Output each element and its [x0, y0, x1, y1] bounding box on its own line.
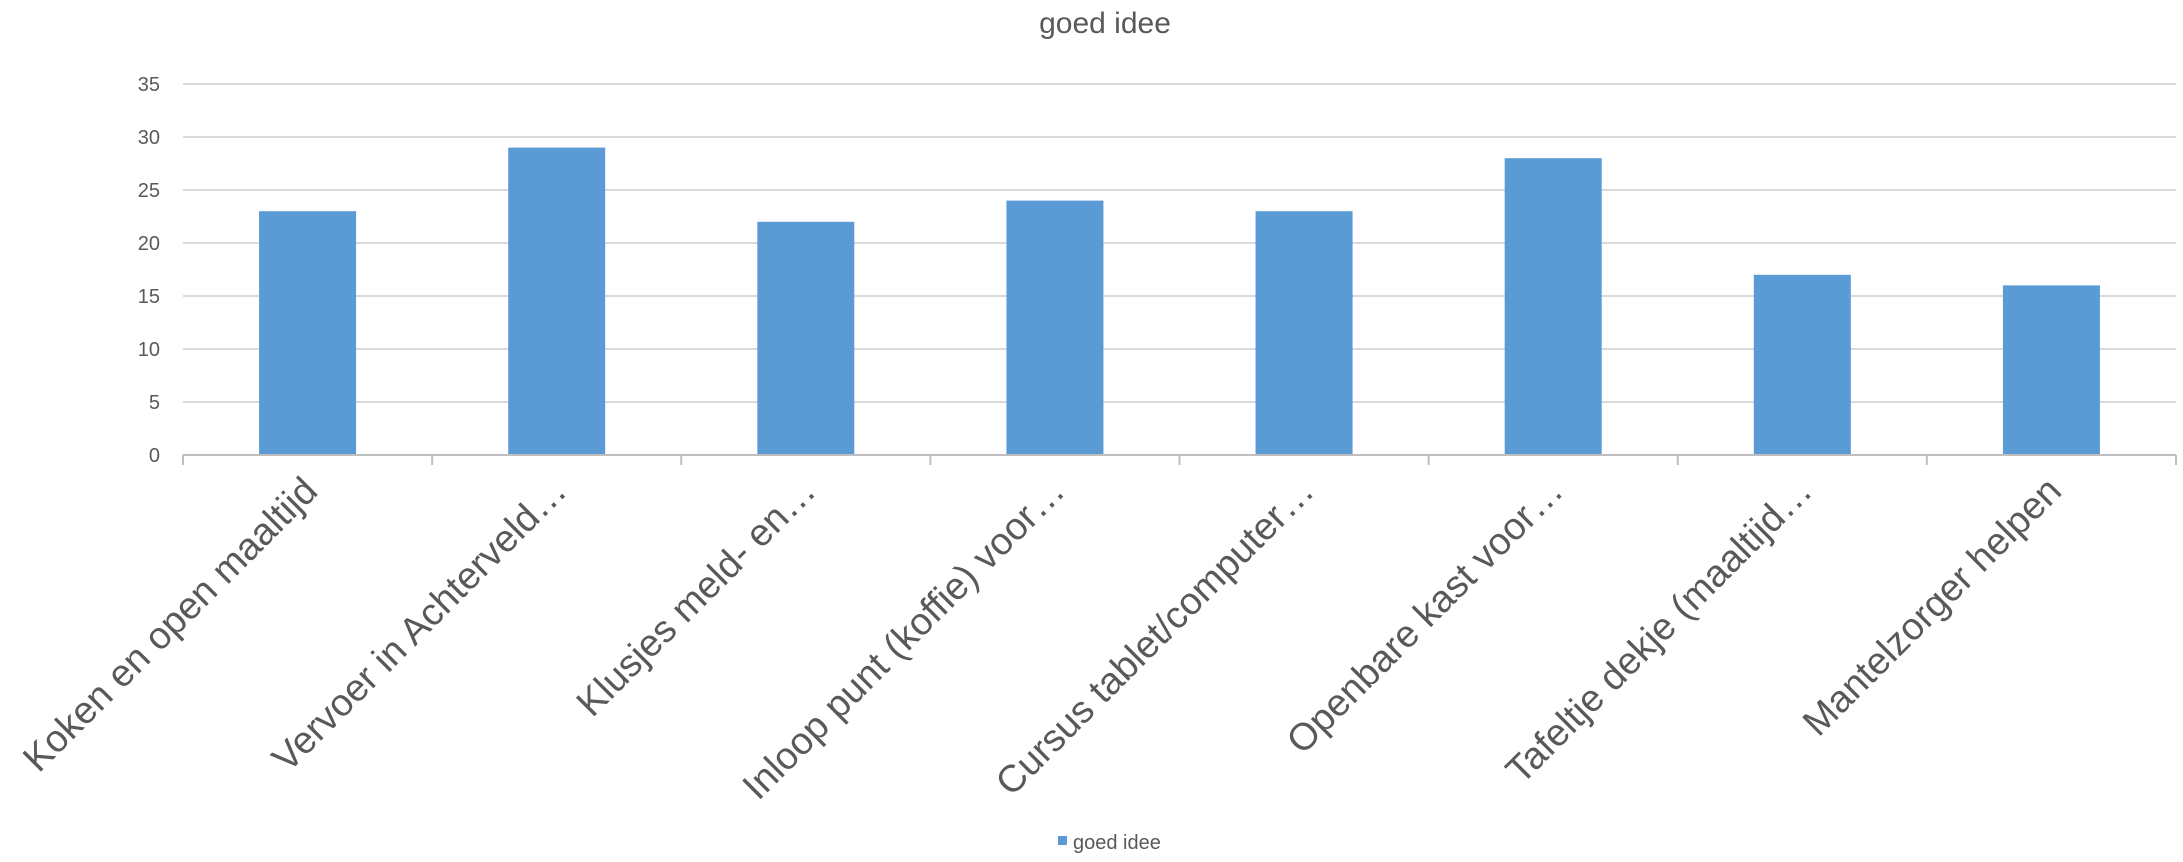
x-tick-label: Koken en open maaltijd	[15, 470, 326, 781]
y-tick-label: 15	[138, 286, 160, 308]
y-tick-label: 30	[138, 127, 160, 149]
bar	[508, 147, 606, 455]
gridlines	[183, 83, 2176, 403]
y-tick-label: 5	[149, 392, 160, 414]
x-tick-label: Klusjes meld- en…	[569, 470, 824, 725]
y-tick-label: 10	[138, 339, 160, 361]
bar	[1753, 274, 1851, 455]
legend-label: goed idee	[1073, 832, 1161, 854]
bar	[259, 211, 357, 455]
x-axis	[182, 454, 2177, 465]
bars	[259, 147, 2100, 455]
legend-swatch	[1058, 836, 1067, 845]
y-tick-label: 0	[149, 445, 160, 467]
x-tick-label: Mantelzorger helpen	[1795, 470, 2070, 745]
y-tick-label: 35	[138, 74, 160, 96]
chart-title: goed idee	[1039, 7, 1171, 40]
y-axis-tick-labels: 0 5 10 15 20 25 30 35	[138, 74, 160, 467]
legend: goed idee	[1058, 832, 1161, 854]
x-tick-label: Vervoer in Achterveld…	[265, 470, 575, 780]
y-tick-label: 20	[138, 233, 160, 255]
bar	[1504, 158, 1602, 455]
bar	[1255, 211, 1353, 455]
bar	[1006, 200, 1104, 455]
y-tick-label: 25	[138, 180, 160, 202]
bar	[757, 221, 855, 455]
x-tick-label: Openbare kast voor…	[1279, 470, 1572, 763]
bar	[2002, 285, 2100, 455]
